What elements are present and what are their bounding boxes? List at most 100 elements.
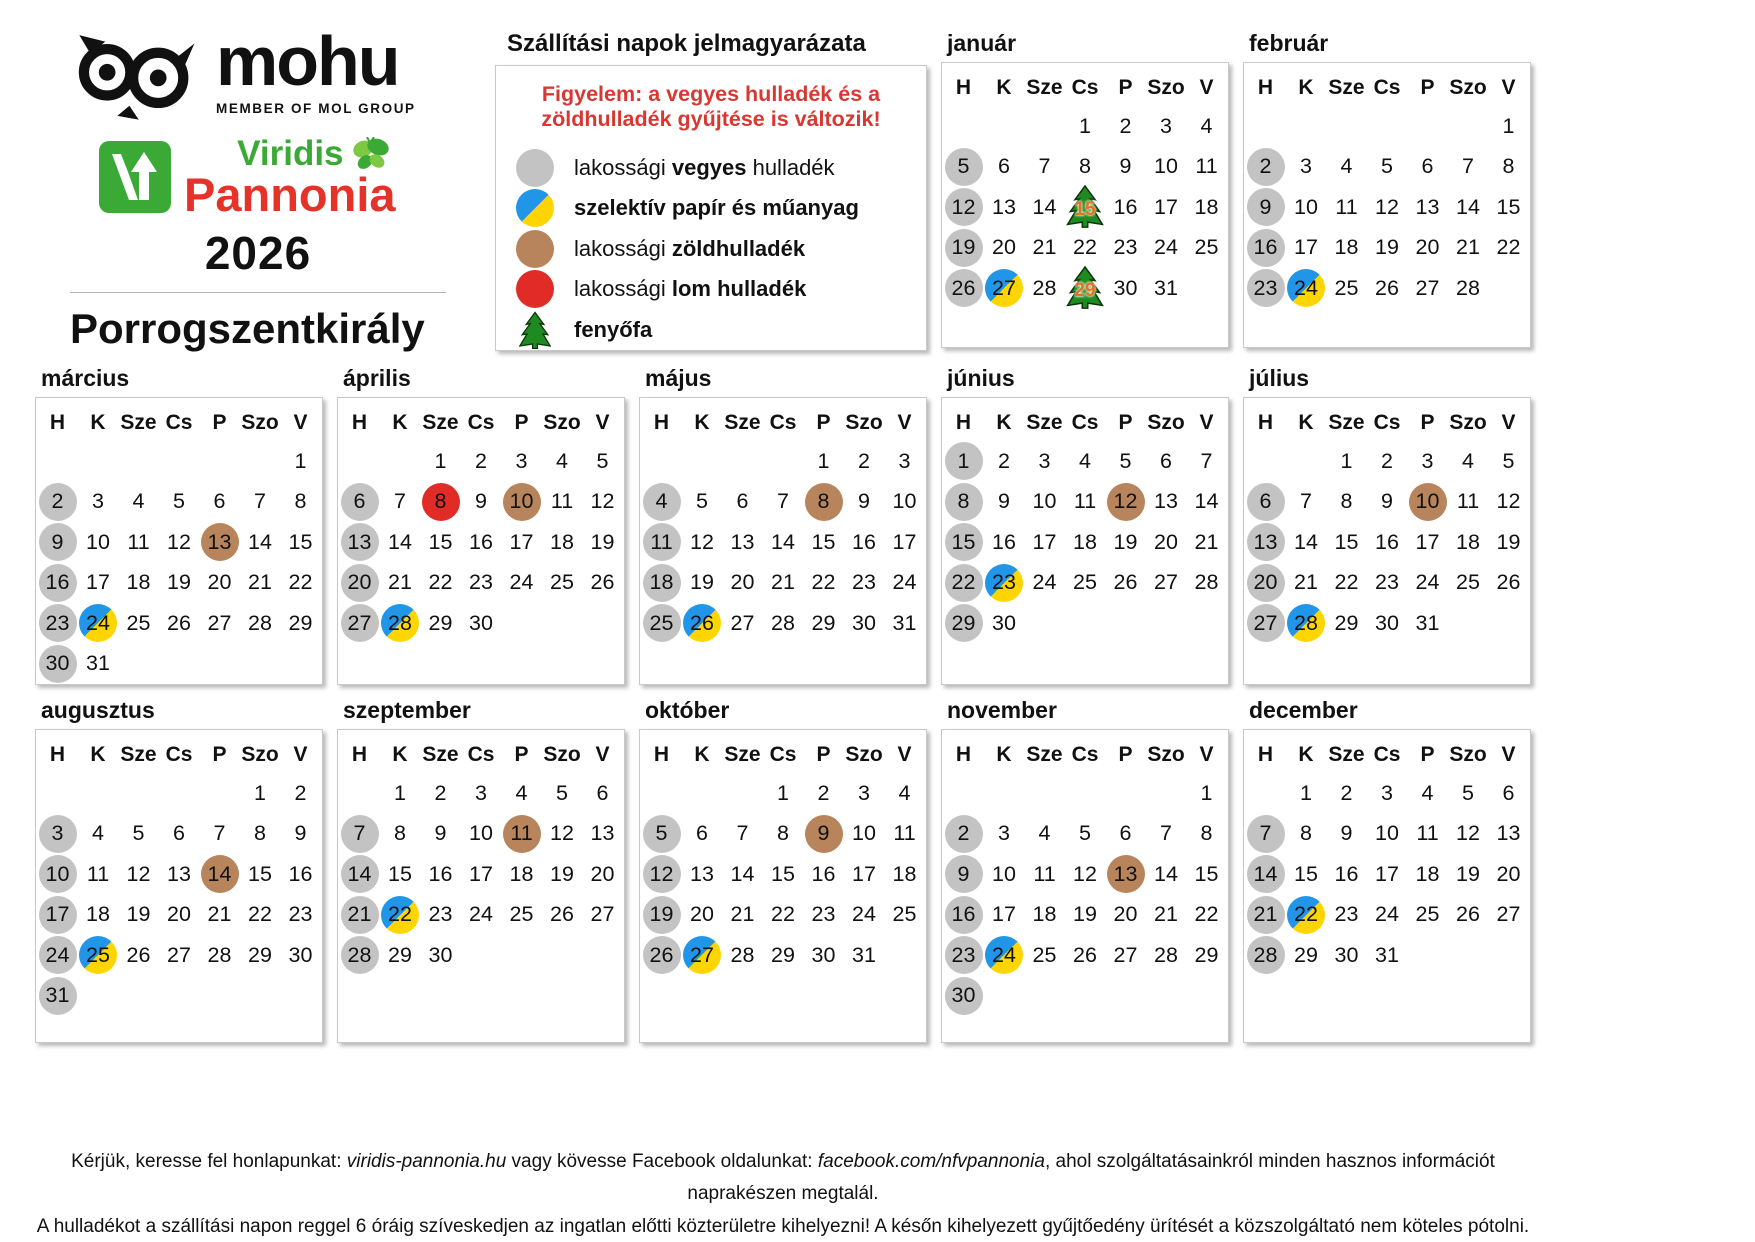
day-cell: 31 [37,976,78,1017]
day-number: 8 [434,489,447,514]
day-cell: 15 [1186,854,1227,895]
day-number: 3 [1160,113,1172,138]
day-cell: 1 [1065,106,1106,147]
day-cell: 18 [1326,228,1367,269]
day-number: 19 [1375,235,1399,260]
day-cell: 1 [1326,441,1367,482]
day-number: 14 [1253,861,1278,886]
day-cell: 6 [1105,814,1146,855]
day-cell: 26 [1065,935,1106,976]
day-number: 16 [288,861,313,886]
day-number: 25 [1415,902,1440,927]
day-header: V [1501,742,1516,766]
day-cell: 19 [1448,854,1489,895]
day-number: 9 [858,489,870,514]
day-cell: 24 [78,603,119,644]
day-header: H [351,742,368,766]
day-number: 3 [1421,448,1434,473]
day-header: H [351,410,368,434]
text-segment: lakossági [574,276,672,302]
day-number: 9 [998,489,1010,514]
day-cell: 4 [1326,147,1367,188]
day-number: 17 [509,529,534,554]
day-number: 16 [811,861,836,886]
day-header: Cs [1071,410,1099,434]
day-number: 5 [1502,448,1515,473]
day-number: 7 [1200,448,1213,473]
day-cell: 17 [1286,228,1327,269]
day-header: P [1420,742,1435,766]
day-number: 24 [45,942,70,967]
day-header: V [293,742,308,766]
day-number: 24 [992,942,1016,967]
day-number: 3 [1381,780,1393,805]
day-cell: 11 [542,482,583,523]
empty-cell [118,441,159,482]
day-number: 15 [771,861,795,886]
day-cell: 11 [1407,814,1448,855]
day-cell: 5 [542,773,583,814]
day-number: 3 [51,821,64,846]
day-cell: 14 [722,854,763,895]
days-grid: H K Sze Cs P Szo V 1 2 3 4 5 6 7 8 9 10 11 12 13 14 15 16 17 18 1… [944,404,1226,644]
day-number: 1 [1300,780,1312,805]
day-cell: 9 [37,522,78,563]
day-number: 4 [1421,780,1434,805]
day-header: Sze [724,742,761,766]
empty-cell [1245,441,1286,482]
day-header: H [49,410,66,434]
day-number: 10 [1032,489,1057,514]
day-header: P [514,742,529,766]
day-cell: 13 [722,522,763,563]
day-cell: 1 [380,773,421,814]
day-number: 28 [1194,570,1219,595]
day-cell: 26 [682,603,723,644]
day-cell: 30 [37,644,78,685]
day-header: K [392,742,408,766]
brand-block: mohu MEMBER OF MOL GROUP Viridis [70,26,446,353]
month-title: július [1249,365,1310,391]
day-cell: 27 [1407,268,1448,309]
days-grid: H K Sze Cs P Szo V 1 2 3 4 5 6 7 8 9 10 11 12 13 14 15 16 17 18 1… [340,404,622,644]
day-cell: 8 [763,814,804,855]
day-cell: 28 [1448,268,1489,309]
day-number: 1 [294,448,307,473]
day-cell: 9 [461,482,502,523]
day-number: 30 [852,610,876,635]
empty-cell [722,773,763,814]
day-number: 3 [92,489,104,514]
day-cell: 19 [159,563,200,604]
day-number: 11 [127,529,150,554]
day-cell: 13 [582,814,623,855]
day-number: 25 [86,942,110,967]
day-cell: 25 [1326,268,1367,309]
day-cell: 26 [542,895,583,936]
day-cell: 17 [984,895,1025,936]
day-cell: 5 [1488,441,1529,482]
viridis-pannonia-logo: Viridis Pannonia [98,136,446,218]
day-cell: 19 [943,228,984,269]
day-number: 8 [1300,821,1312,846]
day-cell: 21 [1245,895,1286,936]
empty-cell [1245,106,1286,147]
day-number: 20 [167,902,191,927]
day-number: 29 [388,942,412,967]
day-number: 12 [1113,489,1138,514]
day-header: K [1298,742,1314,766]
day-cell: 20 [682,895,723,936]
day-cell: 28 [763,603,804,644]
day-number: 9 [294,821,307,846]
day-number: 9 [475,489,487,514]
day-header: Szo [1147,410,1185,434]
red-circle-icon [516,270,554,309]
day-cell: 22 [380,895,421,936]
empty-cell [1367,106,1408,147]
day-cell: 16 [803,854,844,895]
day-cell: 7 [1146,814,1187,855]
day-cell: 19 [1367,228,1408,269]
days-grid: H K Sze Cs P Szo V 1 2 3 4 5 6 7 8 9 10 11 12 13 14 15 16 17 18 1… [38,404,320,684]
day-number: 22 [1294,902,1318,927]
day-cell: 10 [501,482,542,523]
day-number: 13 [1415,194,1440,219]
pine-tree-icon [1066,265,1104,310]
